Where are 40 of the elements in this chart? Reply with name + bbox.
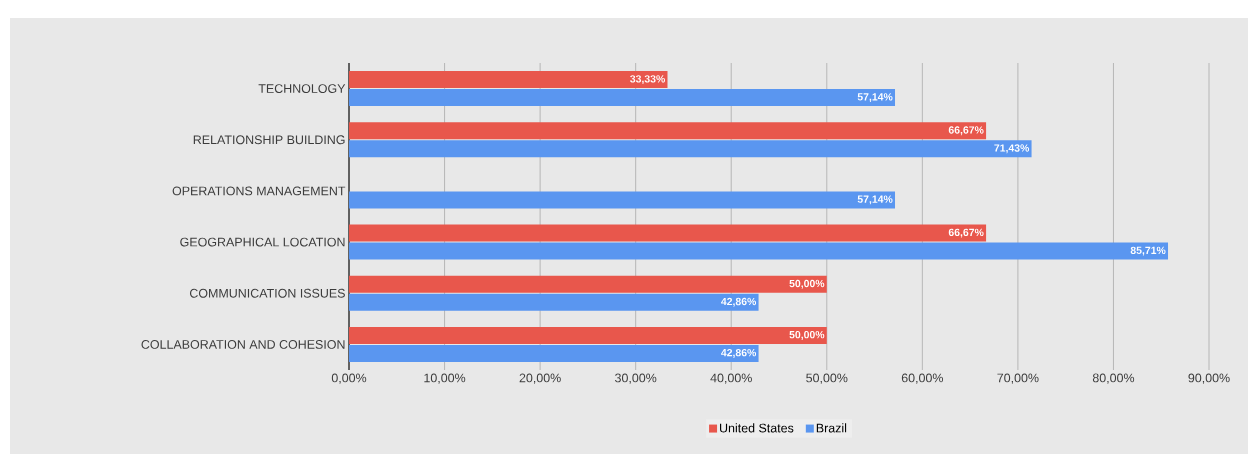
data-label: 42,86% bbox=[721, 297, 757, 307]
bar bbox=[349, 344, 759, 362]
data-label: 42,86% bbox=[721, 348, 757, 358]
y-tick-label: TECHNOLOGY bbox=[258, 84, 346, 93]
x-tick-label: 10,00% bbox=[424, 373, 466, 384]
x-tick-label: 80,00% bbox=[1092, 373, 1135, 384]
bar bbox=[349, 242, 1169, 260]
x-tick-label: 30,00% bbox=[615, 373, 657, 384]
y-tick-label: COMMUNICATION ISSUES bbox=[189, 288, 345, 298]
y-tick-label: OPERATIONS MANAGEMENT bbox=[172, 186, 346, 196]
bar bbox=[349, 191, 896, 209]
data-label: 57,14% bbox=[857, 195, 893, 205]
data-label: 66,67% bbox=[948, 126, 984, 136]
data-label: 71,43% bbox=[994, 144, 1030, 154]
bar bbox=[349, 140, 1032, 158]
bar bbox=[349, 326, 827, 344]
bar bbox=[349, 224, 987, 242]
data-label: 85,71% bbox=[1130, 246, 1166, 256]
x-tick-label: 40,00% bbox=[710, 373, 752, 384]
bar bbox=[349, 293, 759, 311]
data-label: 50,00% bbox=[789, 330, 825, 340]
bar bbox=[349, 275, 827, 293]
data-label: 57,14% bbox=[857, 93, 893, 103]
x-tick-label: 20,00% bbox=[519, 373, 561, 384]
bar bbox=[349, 71, 668, 89]
y-tick-label: COLLABORATION AND COHESION bbox=[141, 340, 345, 349]
data-label: 33,33% bbox=[630, 75, 665, 85]
y-tick-label: RELATIONSHIP BUILDING bbox=[193, 135, 345, 145]
x-tick-label: 60,00% bbox=[901, 373, 944, 384]
data-label: 66,67% bbox=[948, 228, 984, 238]
y-tick-label: GEOGRAPHICAL LOCATION bbox=[180, 237, 345, 247]
legend-label: United States bbox=[720, 423, 794, 433]
x-tick-label: 50,00% bbox=[806, 373, 848, 384]
x-tick-label: 90,00% bbox=[1188, 373, 1230, 384]
bar bbox=[349, 122, 987, 140]
bar bbox=[349, 89, 896, 107]
data-label: 50,00% bbox=[789, 279, 825, 289]
x-tick-label: 70,00% bbox=[997, 373, 1039, 384]
x-tick-label: 0,00% bbox=[331, 373, 367, 384]
legend-label: Brazil bbox=[816, 423, 847, 433]
